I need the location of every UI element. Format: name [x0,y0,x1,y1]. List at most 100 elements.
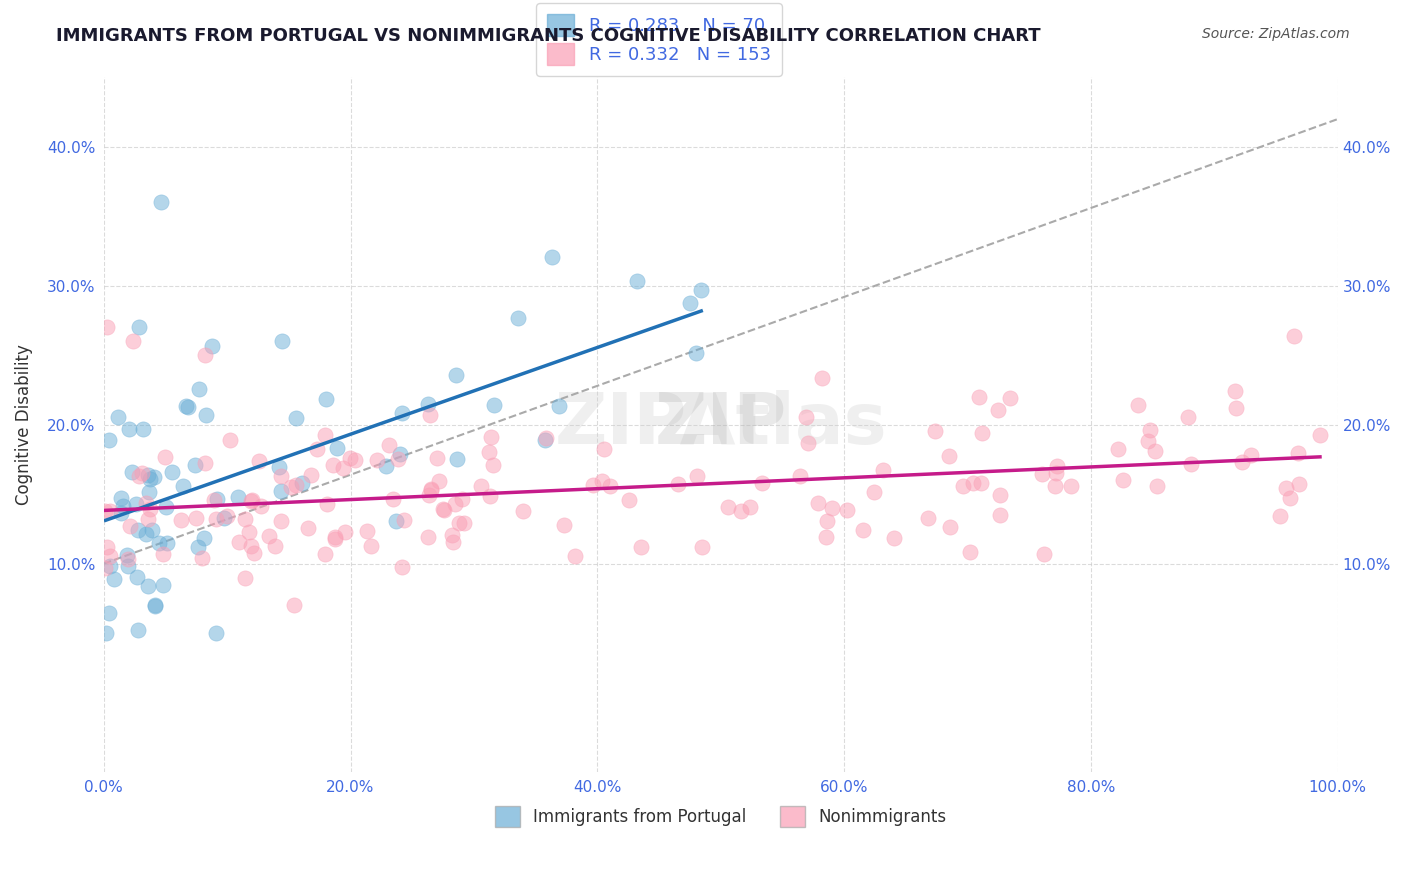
Immigrants from Portugal [444,368,467,382]
Immigrants from Portugal [205,492,228,507]
Immigrants from Portugal [160,465,183,479]
Nonimmigrants [1043,479,1066,493]
Text: IMMIGRANTS FROM PORTUGAL VS NONIMMIGRANTS COGNITIVE DISABILITY CORRELATION CHART: IMMIGRANTS FROM PORTUGAL VS NONIMMIGRANT… [56,27,1040,45]
Immigrants from Portugal [506,310,529,325]
Immigrants from Portugal [416,397,439,411]
Nonimmigrants [418,530,440,544]
Nonimmigrants [96,320,118,334]
Immigrants from Portugal [110,491,132,505]
Immigrants from Portugal [127,623,149,637]
Nonimmigrants [219,433,242,447]
Nonimmigrants [1000,391,1022,405]
Nonimmigrants [1136,434,1159,448]
Immigrants from Portugal [118,421,141,435]
Nonimmigrants [1146,478,1168,492]
Immigrants from Portugal [214,511,236,525]
Nonimmigrants [94,504,117,518]
Nonimmigrants [952,479,974,493]
Nonimmigrants [1286,446,1309,460]
Nonimmigrants [420,483,443,497]
Nonimmigrants [418,488,440,502]
Nonimmigrants [1230,455,1253,469]
Immigrants from Portugal [484,398,506,412]
Nonimmigrants [1180,457,1202,471]
Nonimmigrants [796,409,818,424]
Nonimmigrants [1031,467,1053,481]
Nonimmigrants [335,525,357,540]
Nonimmigrants [432,501,454,516]
Immigrants from Portugal [138,484,160,499]
Nonimmigrants [325,530,347,544]
Nonimmigrants [186,511,208,525]
Immigrants from Portugal [315,392,337,406]
Nonimmigrants [730,504,752,518]
Nonimmigrants [305,442,328,456]
Nonimmigrants [821,501,844,516]
Nonimmigrants [987,403,1010,417]
Immigrants from Portugal [285,410,308,425]
Nonimmigrants [630,540,652,554]
Nonimmigrants [599,479,621,493]
Nonimmigrants [451,491,474,506]
Nonimmigrants [356,524,378,538]
Immigrants from Portugal [149,195,172,210]
Nonimmigrants [98,504,121,518]
Nonimmigrants [617,493,640,508]
Nonimmigrants [988,508,1011,522]
Nonimmigrants [332,460,354,475]
Nonimmigrants [440,527,463,541]
Nonimmigrants [270,468,292,483]
Nonimmigrants [666,477,689,491]
Immigrants from Portugal [138,579,160,593]
Legend: Immigrants from Portugal, Nonimmigrants: Immigrants from Portugal, Nonimmigrants [488,799,953,833]
Text: ZIPAtlas: ZIPAtlas [554,390,887,459]
Immigrants from Portugal [291,476,314,491]
Nonimmigrants [815,514,838,528]
Nonimmigrants [155,450,177,464]
Nonimmigrants [243,546,266,560]
Nonimmigrants [343,453,366,467]
Nonimmigrants [444,496,467,510]
Immigrants from Portugal [270,334,292,349]
Nonimmigrants [228,534,250,549]
Immigrants from Portugal [132,422,155,436]
Nonimmigrants [883,531,905,545]
Nonimmigrants [1033,547,1056,561]
Nonimmigrants [264,539,287,553]
Nonimmigrants [1309,428,1331,442]
Immigrants from Portugal [626,274,648,288]
Nonimmigrants [136,512,159,526]
Nonimmigrants [360,539,382,553]
Nonimmigrants [339,450,361,465]
Nonimmigrants [378,437,401,451]
Nonimmigrants [686,468,709,483]
Nonimmigrants [564,549,586,563]
Nonimmigrants [917,510,939,524]
Immigrants from Portugal [195,408,218,422]
Nonimmigrants [135,496,157,510]
Immigrants from Portugal [136,467,159,482]
Nonimmigrants [1144,444,1167,458]
Nonimmigrants [391,560,413,574]
Immigrants from Portugal [187,541,209,555]
Nonimmigrants [789,469,811,483]
Immigrants from Portugal [98,606,121,620]
Immigrants from Portugal [375,458,398,473]
Nonimmigrants [239,539,262,553]
Nonimmigrants [1046,459,1069,474]
Immigrants from Portugal [97,434,120,448]
Nonimmigrants [592,442,614,457]
Nonimmigrants [204,492,226,507]
Immigrants from Portugal [125,497,148,511]
Immigrants from Portugal [326,441,349,455]
Nonimmigrants [1045,467,1067,481]
Immigrants from Portugal [121,465,143,479]
Nonimmigrants [924,424,946,438]
Immigrants from Portugal [446,451,468,466]
Immigrants from Portugal [94,626,117,640]
Nonimmigrants [1107,442,1129,457]
Immigrants from Portugal [391,406,413,420]
Nonimmigrants [233,571,256,585]
Nonimmigrants [205,512,228,526]
Nonimmigrants [366,452,388,467]
